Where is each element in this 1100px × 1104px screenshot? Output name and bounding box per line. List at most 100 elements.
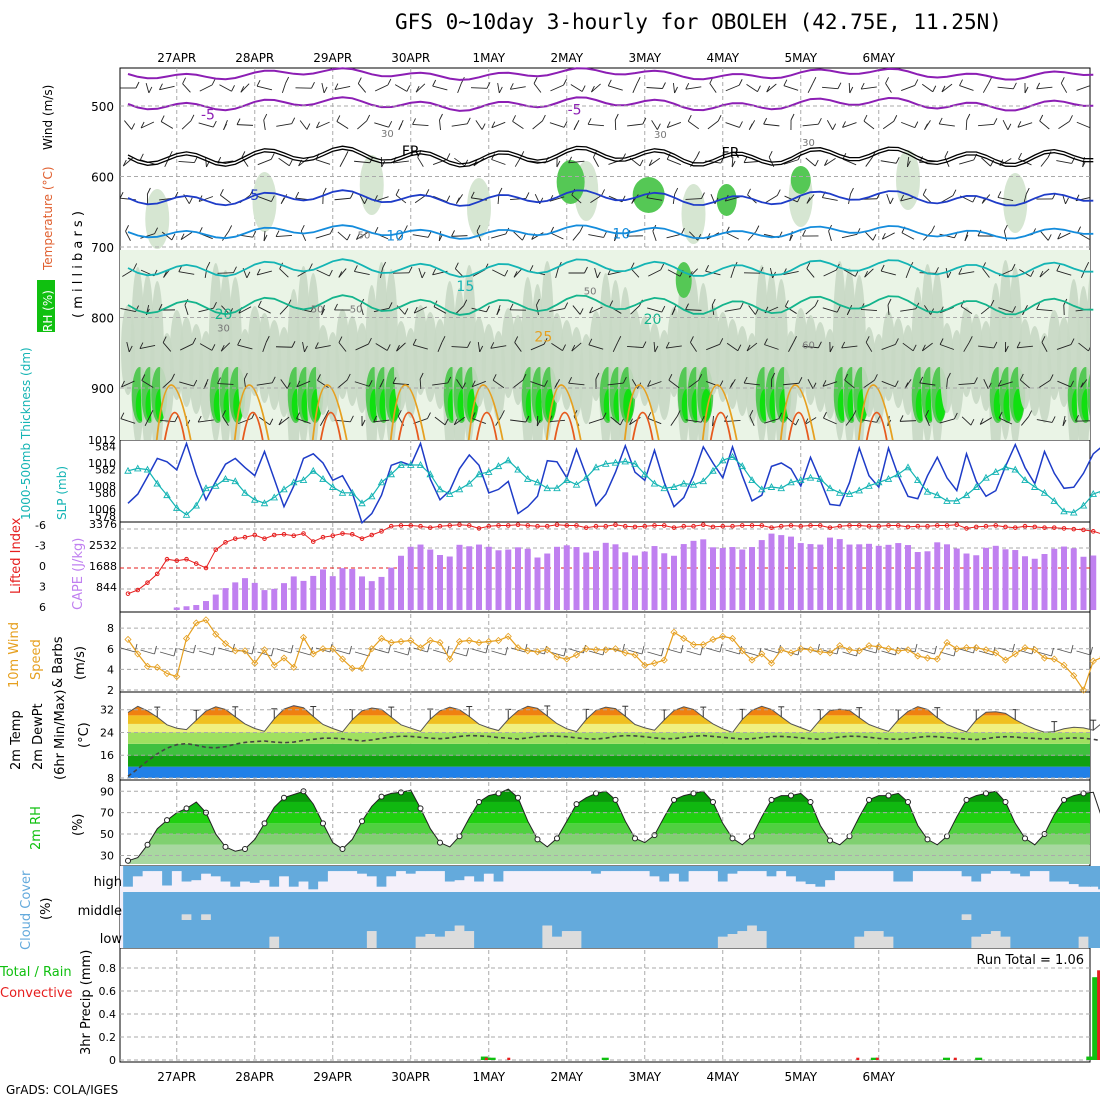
barb-flag bbox=[1048, 234, 1051, 240]
rh-point bbox=[555, 836, 560, 841]
cloud-gap bbox=[679, 882, 689, 892]
barb-flag bbox=[174, 648, 176, 656]
cape-bar bbox=[466, 546, 472, 610]
isotherm-label: 25 bbox=[534, 330, 552, 346]
cloud-cell bbox=[952, 920, 962, 948]
barb-flag bbox=[323, 188, 326, 194]
cape-bar bbox=[993, 546, 999, 610]
cloud-cell bbox=[289, 920, 299, 948]
cloud-gap bbox=[903, 882, 913, 892]
cloud-gap bbox=[269, 937, 279, 948]
cloud-cell bbox=[747, 892, 757, 920]
cloud-cell bbox=[269, 920, 279, 937]
cloud-cell bbox=[201, 892, 211, 914]
cloud-cell bbox=[308, 892, 318, 920]
cape-bar bbox=[310, 576, 316, 610]
rh-point bbox=[730, 836, 735, 841]
barb bbox=[842, 234, 857, 237]
barb bbox=[159, 86, 174, 89]
barb-flag bbox=[994, 118, 997, 124]
barb bbox=[744, 161, 760, 162]
cloud-cell bbox=[513, 866, 523, 871]
cloud-gap bbox=[1088, 887, 1098, 892]
cloud-gap bbox=[523, 871, 533, 892]
cloud-cell bbox=[581, 920, 591, 948]
cape-bar bbox=[944, 544, 950, 610]
barb-flag bbox=[542, 115, 545, 121]
barb-flag bbox=[574, 124, 577, 130]
cape-bar bbox=[866, 544, 872, 610]
x-tick-bottom: 2MAY bbox=[550, 1070, 583, 1084]
rh-point bbox=[769, 797, 774, 802]
ylabel-cloud-units: (%) bbox=[39, 898, 54, 921]
barb bbox=[340, 157, 345, 166]
tick-cape: 3376 bbox=[89, 518, 117, 531]
barb bbox=[673, 83, 674, 93]
barb bbox=[199, 123, 214, 127]
cloud-cell bbox=[572, 892, 582, 920]
cloud-cell bbox=[757, 892, 767, 920]
ylabel-minmax: (6hr Min/Max) bbox=[53, 690, 68, 780]
cloud-gap bbox=[416, 937, 426, 948]
cloud-gap bbox=[728, 934, 738, 948]
cloud-cell bbox=[737, 920, 747, 931]
barb-flag bbox=[748, 189, 751, 195]
barb bbox=[633, 83, 637, 93]
cloud-gap bbox=[347, 871, 357, 892]
cloud-gap bbox=[630, 871, 640, 892]
cloud-gap bbox=[435, 937, 445, 948]
cloud-cell bbox=[601, 866, 611, 871]
cloud-cell bbox=[757, 920, 767, 931]
cape-bar bbox=[983, 548, 989, 610]
cape-bar bbox=[905, 545, 911, 610]
cloud-gap bbox=[445, 931, 455, 948]
cape-bar bbox=[330, 576, 336, 610]
barb bbox=[498, 83, 500, 93]
rh-point bbox=[340, 847, 345, 852]
tick-precip: 0.8 bbox=[99, 962, 117, 975]
rh-point bbox=[165, 818, 170, 823]
rh-blob bbox=[1086, 263, 1100, 443]
cloud-cell bbox=[172, 866, 182, 871]
barb-flag bbox=[140, 154, 143, 160]
tick-precip: 0 bbox=[109, 1054, 116, 1067]
barb bbox=[1004, 231, 1006, 241]
cloud-gap bbox=[893, 882, 903, 892]
isotherm-10 bbox=[128, 225, 1093, 239]
barb-flag bbox=[264, 114, 267, 120]
isotherm-m5 bbox=[128, 97, 1093, 111]
cloud-cell bbox=[718, 920, 728, 937]
cloud-cell bbox=[562, 866, 572, 871]
barb bbox=[276, 235, 292, 236]
cloud-cell bbox=[1020, 892, 1030, 920]
cape-bar bbox=[964, 554, 970, 610]
cloud-cell bbox=[728, 892, 738, 920]
barb bbox=[822, 198, 837, 201]
cape-bar bbox=[837, 539, 843, 610]
cloud-cell bbox=[328, 892, 338, 920]
cloud-cell bbox=[299, 866, 309, 882]
barb-flag bbox=[120, 192, 123, 198]
barb-flag bbox=[838, 83, 841, 89]
cloud-gap bbox=[923, 871, 933, 892]
cloud-gap bbox=[601, 871, 611, 892]
barb bbox=[300, 120, 307, 129]
barb-flag bbox=[155, 646, 157, 654]
cloud-cell bbox=[767, 866, 777, 876]
cloud-gap bbox=[942, 871, 952, 892]
cape-bar bbox=[915, 552, 921, 610]
barb-flag bbox=[720, 644, 722, 652]
cloud-gap bbox=[377, 887, 387, 892]
ylabel-cloud: Cloud Cover bbox=[19, 870, 34, 950]
cloud-gap bbox=[1030, 871, 1040, 892]
barb bbox=[688, 121, 698, 129]
rh-point bbox=[1062, 797, 1067, 802]
barb bbox=[220, 195, 230, 203]
barb bbox=[510, 87, 525, 90]
cloud-gap bbox=[611, 871, 621, 892]
cloud-cell bbox=[318, 920, 328, 948]
barb-flag bbox=[149, 87, 152, 93]
barb-flag bbox=[791, 114, 794, 120]
